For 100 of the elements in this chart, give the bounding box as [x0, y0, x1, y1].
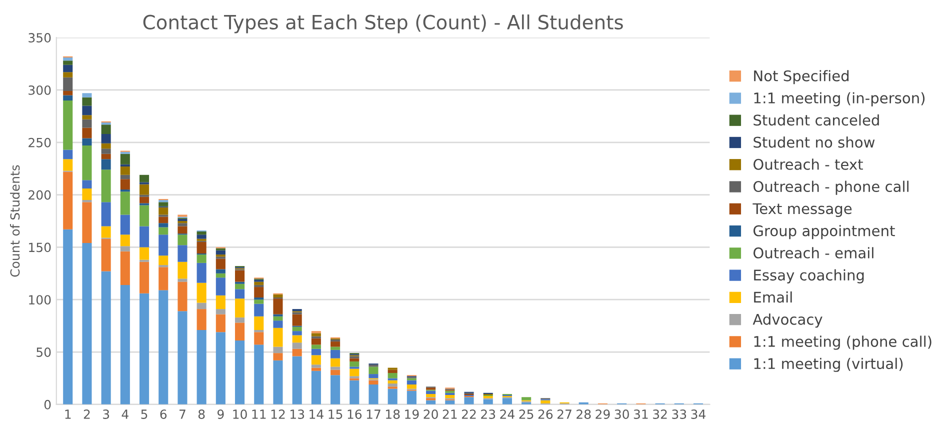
legend-label: Outreach - email [754, 247, 874, 258]
bar [178, 311, 188, 404]
bar [368, 384, 378, 404]
bar [101, 226, 111, 238]
bar [63, 229, 73, 404]
x-tick-label: 34 [691, 410, 706, 419]
y-tick-label: 350 [28, 33, 51, 42]
x-tick-label: 31 [634, 410, 648, 419]
bar [330, 358, 340, 367]
x-tick-label: 17 [366, 410, 380, 419]
bar [350, 380, 360, 404]
bar [101, 143, 111, 149]
x-tick-label: 19 [405, 410, 419, 419]
x-tick-label: 25 [519, 410, 534, 419]
bar [388, 370, 398, 373]
bar [235, 317, 245, 323]
x-tick-label: 15 [328, 410, 342, 419]
bar [82, 180, 92, 189]
bar [82, 106, 92, 116]
bar [101, 134, 111, 144]
bar [292, 356, 302, 404]
bar [158, 267, 168, 290]
bar [368, 366, 378, 374]
bar [178, 278, 188, 282]
bar [388, 372, 398, 378]
x-tick-label: 5 [141, 410, 148, 419]
bar [292, 348, 302, 356]
legend-label: Outreach - text [754, 158, 863, 170]
x-tick-label: 16 [348, 410, 362, 419]
bar [101, 271, 111, 404]
bar [120, 174, 130, 180]
bar [311, 348, 321, 356]
bar [330, 350, 340, 358]
bar [63, 150, 73, 160]
bar [292, 314, 302, 326]
legend-label: Text message [752, 203, 852, 217]
x-tick-label: 21 [442, 410, 457, 419]
x-tick-label: 6 [160, 410, 167, 419]
bar [292, 342, 302, 349]
bar [216, 278, 226, 296]
bar [196, 234, 206, 239]
bar [101, 124, 111, 134]
bar [82, 188, 92, 200]
bar [483, 399, 493, 404]
bar [158, 216, 168, 224]
bar [330, 342, 340, 347]
bar [350, 361, 360, 367]
x-tick-label: 23 [481, 410, 496, 419]
bar [311, 370, 321, 404]
x-tick-label: 18 [386, 410, 400, 419]
bar [178, 226, 188, 234]
bar [368, 374, 378, 378]
bar [158, 290, 168, 404]
bar [254, 344, 264, 404]
bar [273, 353, 283, 360]
bar [120, 214, 130, 235]
bar [254, 304, 264, 316]
bar [235, 289, 245, 299]
bar [406, 384, 416, 389]
x-tick-label: 14 [310, 410, 324, 419]
bar [63, 57, 73, 61]
bar [196, 309, 206, 330]
x-tick-label: 9 [217, 410, 224, 419]
x-tick-label: 27 [557, 410, 572, 419]
bar [311, 333, 321, 336]
x-tick-label: 26 [538, 410, 553, 419]
y-tick-label: 300 [28, 85, 51, 95]
bar [388, 388, 398, 404]
bar [139, 184, 150, 195]
bar [292, 335, 302, 343]
bar [273, 316, 283, 321]
bar [82, 146, 92, 180]
bar [502, 398, 512, 404]
bar [330, 339, 340, 342]
bar [406, 380, 416, 385]
bar [158, 207, 168, 215]
bar [120, 251, 130, 285]
bar [139, 262, 150, 294]
bar [178, 282, 188, 312]
x-tick-label: 28 [576, 410, 591, 419]
bar [426, 394, 436, 398]
chart-title: Contact Types at Each Step (Count) - All Students [143, 14, 623, 34]
bar [139, 174, 150, 182]
bar [330, 370, 340, 376]
bar [196, 231, 206, 235]
x-tick-label: 3 [103, 410, 110, 419]
bar [330, 346, 340, 350]
legend-label: Student canceled [754, 114, 879, 126]
bar [388, 383, 398, 387]
bar [82, 97, 92, 106]
bar [82, 93, 92, 98]
bar [445, 400, 455, 404]
bar [82, 243, 92, 404]
y-tick-label: 50 [36, 347, 51, 357]
bar [522, 397, 532, 400]
bar [368, 380, 378, 385]
legend-label: Student no show [754, 136, 875, 148]
legend-label: Essay coaching [754, 269, 864, 284]
y-tick-label: 150 [29, 242, 51, 252]
bar [311, 368, 321, 371]
